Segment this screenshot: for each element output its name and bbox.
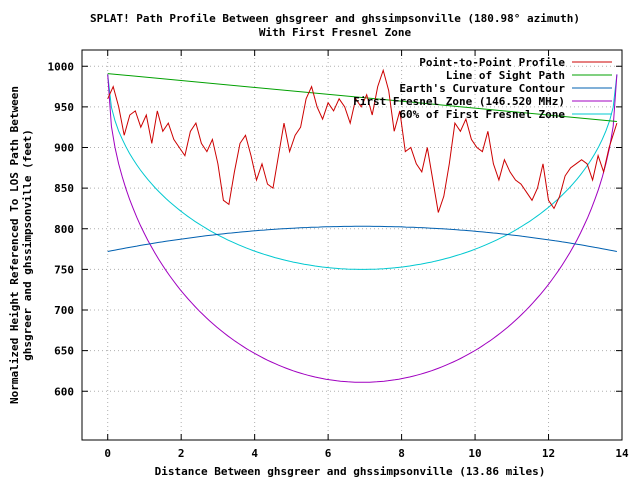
series-line-60-of-first-fresnel-zone [107, 74, 618, 270]
y-tick-label: 700 [54, 304, 74, 317]
y-tick-label: 650 [54, 345, 74, 358]
chart-title-line2: With First Fresnel Zone [259, 26, 412, 39]
series-line-line-of-sight-path [107, 73, 617, 122]
x-tick-label: 0 [104, 447, 111, 460]
x-tick-label: 4 [251, 447, 258, 460]
legend-label-earth-s-curvature-contour: Earth's Curvature Contour [399, 82, 565, 95]
x-tick-label: 10 [468, 447, 481, 460]
series-group [107, 68, 618, 383]
y-tick-label: 800 [54, 223, 74, 236]
x-tick-label: 6 [325, 447, 332, 460]
y-tick-label: 750 [54, 263, 74, 276]
y-tick-label: 1000 [48, 60, 75, 73]
series-line-point-to-point-profile [107, 68, 618, 213]
legend-label-first-fresnel-zone-146-520-mhz: First Fresnel Zone (146.520 MHz) [353, 95, 565, 108]
y-axis-label-line2: ghsgreer and ghssimpsonville (feet) [21, 129, 34, 361]
legend-label-60-of-first-fresnel-zone: 60% of First Fresnel Zone [399, 108, 565, 121]
series-line-first-fresnel-zone-146-520-mhz [107, 74, 618, 383]
series-line-earth-s-curvature-contour [107, 225, 617, 252]
y-axis-label-line1: Normalized Height Referenced To LOS Path… [8, 86, 21, 404]
chart-title-line1: SPLAT! Path Profile Between ghsgreer and… [90, 12, 580, 25]
y-tick-label: 900 [54, 142, 74, 155]
x-tick-label: 2 [178, 447, 185, 460]
axis-ticks: 600 650 700 750 800 850 900 950 1000 0 2 4 6 8 10 12 14 [48, 50, 629, 460]
y-tick-label: 600 [54, 385, 74, 398]
legend-label-point-to-point-profile: Point-to-Point Profile [419, 56, 565, 69]
y-tick-label: 950 [54, 101, 74, 114]
x-tick-label: 14 [615, 447, 629, 460]
x-tick-label: 8 [398, 447, 405, 460]
legend-label-line-of-sight-path: Line of Sight Path [446, 69, 565, 82]
y-tick-label: 850 [54, 182, 74, 195]
x-tick-label: 12 [542, 447, 555, 460]
plot-frame [81, 49, 623, 441]
x-axis-label: Distance Between ghsgreer and ghssimpson… [155, 465, 546, 478]
